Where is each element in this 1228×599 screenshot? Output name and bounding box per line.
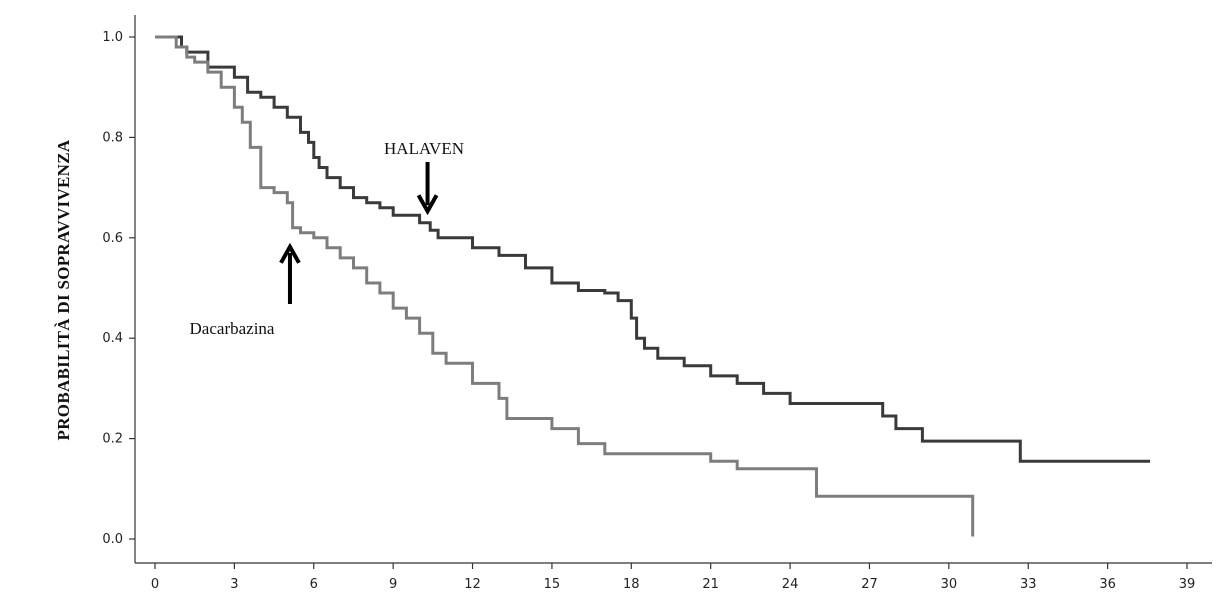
axes: 0.00.20.40.60.81.00 3 6 9 12 15 18 21 24 27 30 33 36… (102, 15, 1212, 592)
series-line-halaven (155, 35, 1150, 463)
annotation-dacarbazina-arrowhead (279, 242, 301, 264)
y-tick-label: 0.0 (102, 532, 123, 547)
x-tick-label: 3 (230, 577, 238, 592)
series-group (155, 35, 1150, 537)
x-tick-label: 27 (861, 577, 878, 592)
x-tick-label: 33 (1020, 577, 1037, 592)
y-axis-label: PROBABILITÀ DI SOPRAVVIVENZA (54, 139, 73, 440)
x-tick-label: 36 (1099, 577, 1116, 592)
x-tick-label: 0 (151, 577, 159, 592)
x-tick-label: 12 (464, 577, 481, 592)
y-tick-label: 0.6 (102, 231, 123, 246)
y-tick-label: 0.8 (102, 130, 123, 145)
x-tick-label: 21 (702, 577, 719, 592)
y-tick-label: 0.2 (102, 432, 123, 447)
x-tick-label: 24 (782, 577, 799, 592)
annotations: HALAVEN Dacarbazina (190, 139, 464, 338)
annotation-dacarbazina-label: Dacarbazina (190, 319, 275, 338)
x-tick-label: 39 (1179, 577, 1196, 592)
x-tick-label: 18 (623, 577, 640, 592)
series-line-dacarbazina (155, 35, 975, 537)
x-tick-label: 9 (389, 577, 397, 592)
x-tick-label: 30 (941, 577, 958, 592)
x-tick-label: 15 (544, 577, 561, 592)
x-tick-label: 6 (310, 577, 318, 592)
y-tick-label: 1.0 (102, 30, 123, 45)
annotation-halaven-label: HALAVEN (384, 139, 464, 158)
y-tick-label: 0.4 (102, 331, 123, 346)
annotation-halaven-arrowhead (416, 194, 439, 216)
